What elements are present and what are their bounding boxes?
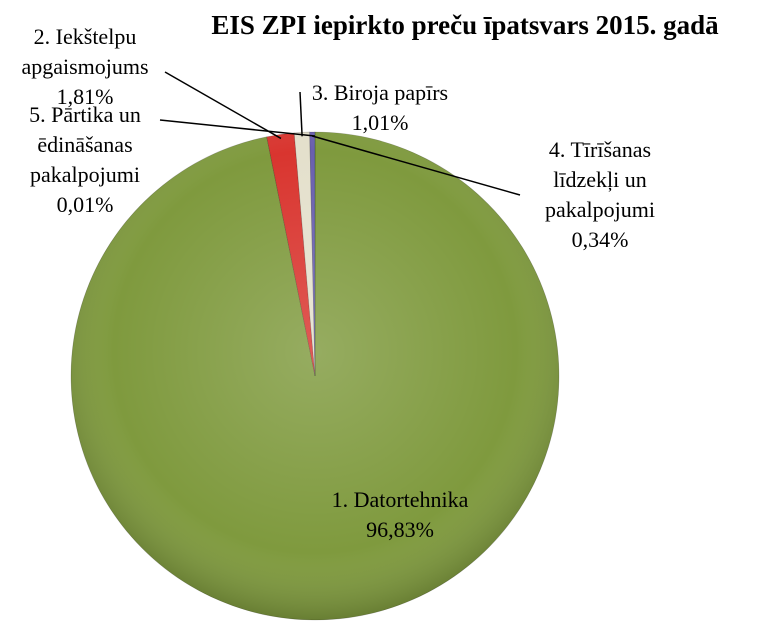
- value-label: 0,34%: [571, 227, 629, 252]
- slice-label: 5. Pārtika un ēdināšanas pakalpojumi 0,01…: [5, 100, 165, 220]
- leader-line: [164, 71, 282, 140]
- value-label: 96,83%: [366, 517, 434, 542]
- category-label: 4. Tīrīšanas līdzekļi un pakalpojumi: [545, 137, 655, 222]
- leader-line: [312, 135, 521, 196]
- leader-line: [159, 119, 316, 137]
- slice-label: 1. Datortehnika 96,83%: [300, 485, 500, 545]
- chart-title: EIS ZPI iepirkto preču īpatsvars 2015. g…: [211, 10, 719, 40]
- slice-label: 2. Iekštelpu apgaismojums 1,81%: [5, 22, 165, 112]
- value-label: 1,81%: [56, 84, 114, 109]
- category-label: 3. Biroja papīrs: [311, 80, 449, 105]
- category-label: 1. Datortehnika: [331, 487, 469, 512]
- category-label: 2. Iekštelpu apgaismojums: [21, 24, 149, 79]
- category-label: 5. Pārtika un ēdināšanas pakalpojumi: [29, 102, 141, 187]
- leader-line: [299, 91, 303, 137]
- value-label: 0,01%: [56, 192, 114, 217]
- slice-label: 3. Biroja papīrs 1,01%: [280, 78, 480, 138]
- value-label: 1,01%: [351, 110, 409, 135]
- slice-label: 4. Tīrīšanas līdzekļi un pakalpojumi 0,34…: [520, 135, 680, 255]
